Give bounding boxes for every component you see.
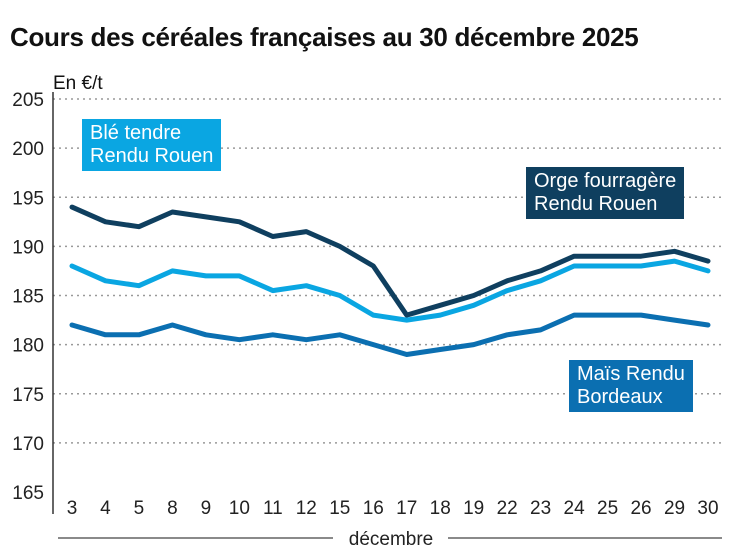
x-tick-label: 15 xyxy=(329,498,350,519)
x-tick-label: 18 xyxy=(430,498,451,519)
x-tick-label: 10 xyxy=(229,498,250,519)
x-tick-label: 4 xyxy=(100,498,111,519)
x-tick-label: 9 xyxy=(201,498,212,519)
legend-mais: Maïs Rendu Bordeaux xyxy=(569,360,693,412)
y-axis-label: En €/t xyxy=(53,73,103,94)
series-line-2 xyxy=(69,312,711,357)
legend-orge-line2: Rendu Rouen xyxy=(534,193,658,215)
x-tick-label: 24 xyxy=(564,498,586,519)
y-tick-label: 200 xyxy=(12,139,44,160)
legend-ble: Blé tendre Rendu Rouen xyxy=(82,119,222,171)
y-tick-label: 180 xyxy=(12,336,44,357)
chart-title: Cours des céréales françaises au 30 déce… xyxy=(10,22,639,52)
x-tick-label: 11 xyxy=(263,498,283,519)
y-tick-label: 175 xyxy=(12,385,44,406)
x-tick-label: 22 xyxy=(497,498,518,519)
series-line-1 xyxy=(69,258,711,323)
legend-ble-line2: Rendu Rouen xyxy=(90,145,214,167)
x-tick-label: 12 xyxy=(296,498,317,519)
y-tick-label: 165 xyxy=(12,483,44,504)
y-tick-label: 205 xyxy=(12,90,44,111)
x-tick-label: 25 xyxy=(597,498,618,519)
x-tick-label: 29 xyxy=(664,498,685,519)
series-line-0 xyxy=(69,204,711,318)
x-tick-label: 26 xyxy=(630,498,651,519)
legend-orge-line1: Orge fourragère xyxy=(534,170,677,192)
x-tick-label: 19 xyxy=(463,498,484,519)
x-tick-label: 8 xyxy=(167,498,178,519)
x-tick-label: 23 xyxy=(530,498,551,519)
x-tick-label: 17 xyxy=(396,498,417,519)
x-tick-label: 16 xyxy=(363,498,384,519)
x-axis-label: décembre xyxy=(349,529,434,550)
y-tick-label: 170 xyxy=(12,434,44,455)
x-tick-label: 3 xyxy=(67,498,78,519)
x-tick-label: 5 xyxy=(134,498,145,519)
y-tick-label: 185 xyxy=(12,287,44,308)
x-tick-label: 30 xyxy=(697,498,718,519)
legend-ble-line1: Blé tendre xyxy=(90,122,182,144)
y-tick-label: 190 xyxy=(12,237,44,258)
y-tick-label: 195 xyxy=(12,188,44,209)
legend-mais-line1: Maïs Rendu xyxy=(577,363,685,385)
legend-orge: Orge fourragère Rendu Rouen xyxy=(526,167,685,219)
legend-mais-line2: Bordeaux xyxy=(577,386,663,408)
